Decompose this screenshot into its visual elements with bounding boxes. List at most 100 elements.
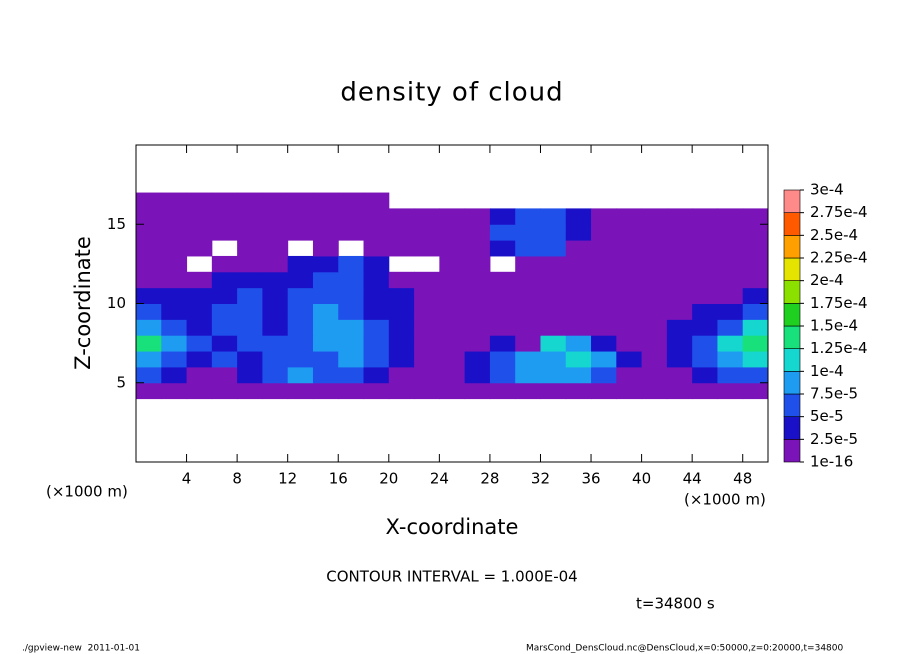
contour-cell [692,240,718,257]
contour-cell [237,271,263,289]
x-tick-label: 20 [379,470,398,488]
contour-cell [540,240,567,257]
contour-cell [312,255,339,273]
contour-cell [338,382,365,400]
contour-cell [363,240,390,257]
y-tick-label: 15 [107,215,126,233]
contour-cell [287,255,314,273]
contour-cell [287,192,314,209]
x-unit: (×1000 m) [684,491,766,509]
contour-cell [742,240,769,257]
contour-cell [136,224,162,241]
contour-cell [439,351,466,368]
contour-cell [515,240,541,257]
contour-cell [161,224,188,241]
contour-cell [641,335,668,352]
contour-cell [363,382,390,400]
contour-cell [161,303,188,320]
contour-cell [565,240,592,257]
contour-cell [717,351,744,368]
contour-cell [616,271,643,289]
colorbar-swatch [783,371,801,395]
contour-cell [186,335,213,352]
contour-cell [161,208,188,225]
contour-cell [591,271,617,289]
contour-cell [312,335,339,352]
contour-cell [186,271,213,289]
colorbar-swatch [783,303,801,327]
contour-cell [666,240,693,257]
contour-cell [464,208,491,225]
contour-cell [666,366,693,384]
contour-cell [136,208,162,225]
contour-cell [161,319,188,336]
contour-cell [414,224,440,241]
contour-cell [565,351,592,368]
contour-cell [692,255,718,273]
contour-cell [414,319,440,336]
contour-cell [489,208,516,225]
contour-cell [186,240,213,257]
contour-cell [717,271,744,289]
contour-cell [692,208,718,225]
contour-cell [211,366,238,384]
contour-cell [641,319,668,336]
contour-cell [616,240,643,257]
contour-cell [439,287,466,304]
contour-cell [464,335,491,352]
contour-cell [717,335,744,352]
contour-cell [666,287,693,304]
contour-cell [616,319,643,336]
contour-cell [742,303,769,320]
contour-cell [338,351,365,368]
colorbar-label: 2.25e-4 [810,249,868,267]
contour-cell [565,208,592,225]
contour-cell [439,271,466,289]
contour-cell [616,335,643,352]
x-tick-label: 36 [581,470,600,488]
contour-cell [540,224,567,241]
contour-cell [186,287,213,304]
contour-cell [489,240,516,257]
y-axis-label: Z-coordinate [71,236,95,370]
contour-cell [312,287,339,304]
contour-cell [666,271,693,289]
contour-cell [161,351,188,368]
contour-cell [186,351,213,368]
contour-cell [312,319,339,336]
contour-cell [338,271,365,289]
contour-cell [742,224,769,241]
contour-cell [565,303,592,320]
contour-cell [136,351,162,368]
colorbar-swatch [783,348,801,372]
contour-cell [692,271,718,289]
contour-cell [717,224,744,241]
contour-cell [186,303,213,320]
contour-cell [515,335,541,352]
contour-cell [237,224,263,241]
contour-cell [439,319,466,336]
contour-cell [591,382,617,400]
contour-cell [237,366,263,384]
contour-cell [161,271,188,289]
contour-cell [540,208,567,225]
contour-cell [312,382,339,400]
contour-cell [742,287,769,304]
colorbar-label: 1.25e-4 [810,339,868,357]
contour-cell [338,303,365,320]
colorbar-swatch [783,416,801,440]
contour-cell [666,351,693,368]
contour-cell [515,382,541,400]
colorbar-swatch [783,280,801,304]
contour-cell [388,224,415,241]
contour-cell [414,303,440,320]
contour-cell [414,366,440,384]
contour-cell [363,192,390,209]
contour-cell [414,351,440,368]
contour-cell [591,303,617,320]
contour-cell [540,351,567,368]
contour-cell [565,224,592,241]
contour-cell [338,287,365,304]
contour-cell [489,351,516,368]
contour-cell [565,382,592,400]
